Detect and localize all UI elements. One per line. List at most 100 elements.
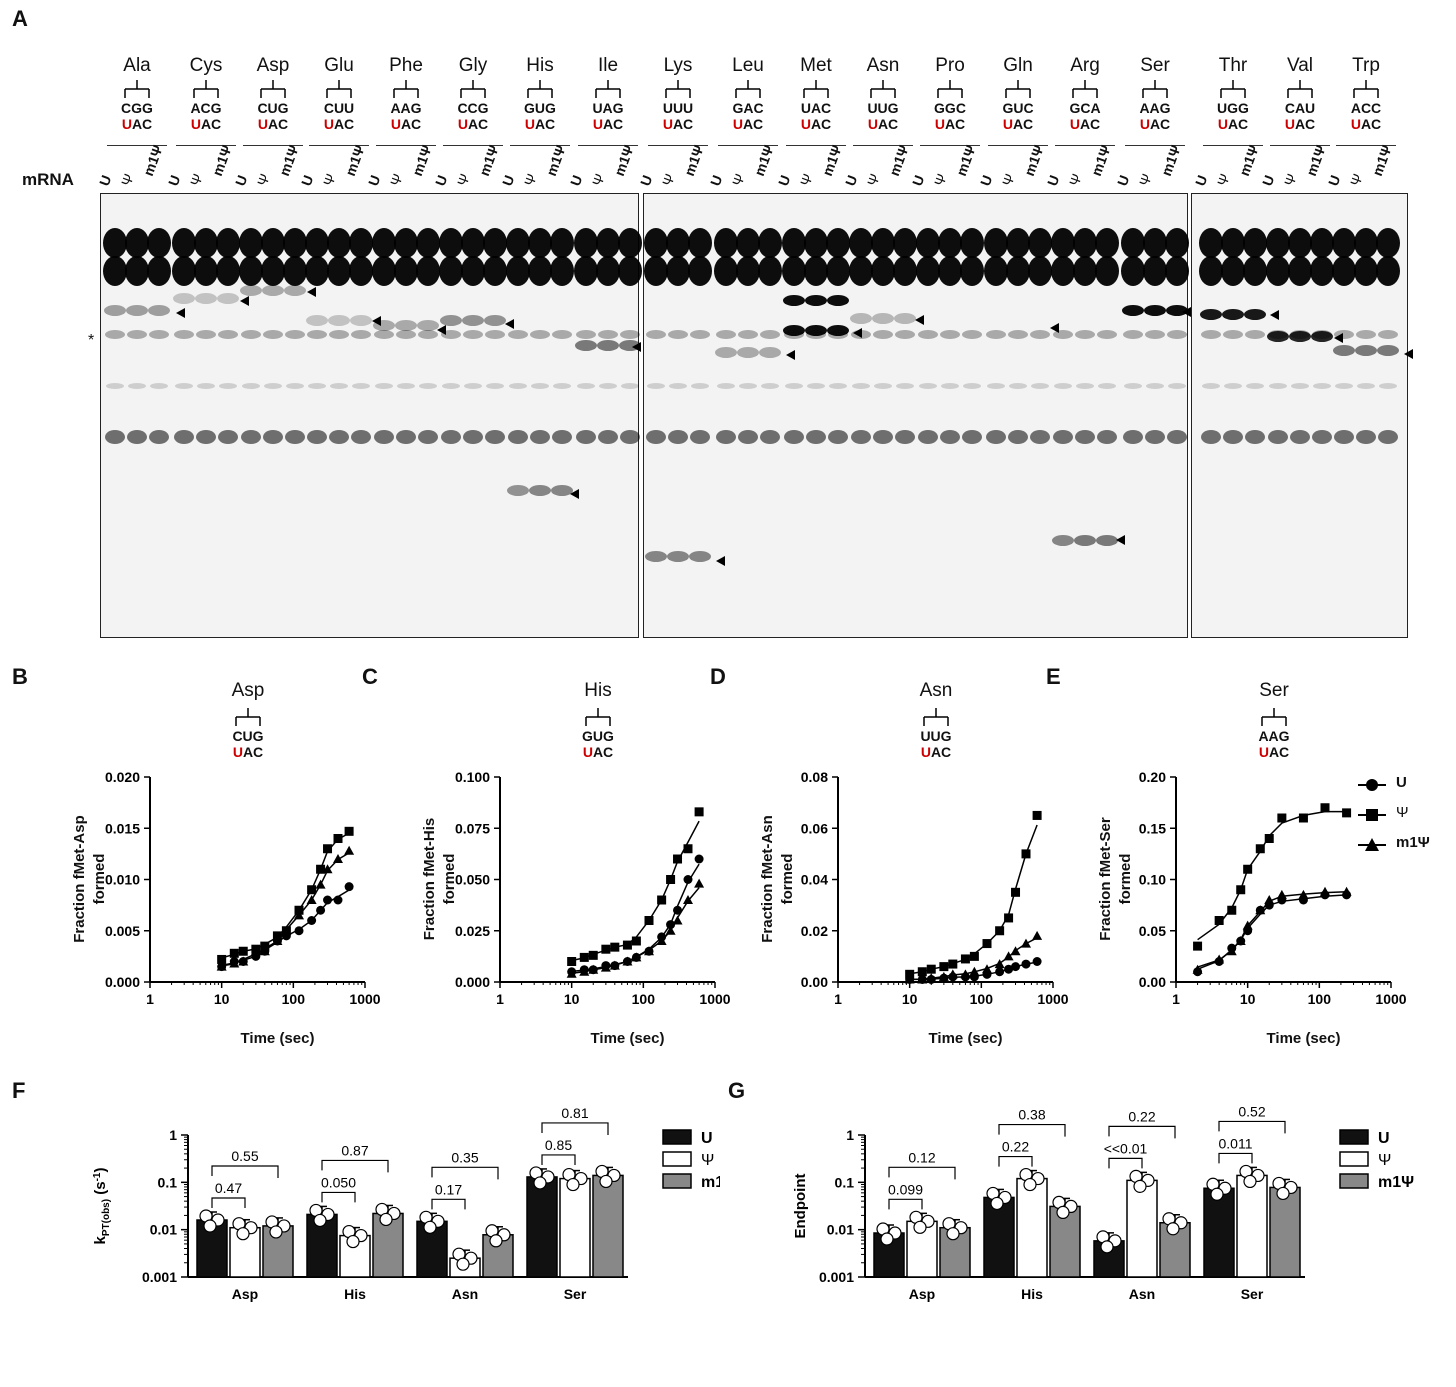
codon-first-base: U — [800, 116, 811, 132]
product-band — [827, 295, 849, 306]
product-band — [1144, 305, 1166, 316]
gel-faint-band — [397, 383, 415, 389]
gel-top-band — [349, 228, 373, 258]
y-tick-label: 0.01 — [827, 1222, 854, 1238]
product-band — [1222, 309, 1244, 320]
gel-top-band — [871, 256, 895, 286]
codon-first-base: U — [190, 116, 201, 132]
gel-mid-band — [1008, 430, 1028, 444]
comparison-bracket — [1218, 1120, 1286, 1134]
lane-label: U — [431, 173, 451, 188]
comparison-bracket — [998, 1155, 1033, 1167]
gel-top-band — [1006, 228, 1030, 258]
lane-label: m1Ψ — [818, 142, 845, 178]
product-band — [1289, 331, 1311, 342]
data-point-psi — [260, 941, 270, 951]
product-band — [1122, 305, 1144, 316]
legend-swatch-u — [662, 1129, 692, 1145]
gel-top-band — [666, 256, 690, 286]
gel-lower-band — [940, 330, 960, 339]
codon-bracket — [393, 80, 419, 98]
gel-top-band — [1310, 256, 1334, 286]
replicate-point — [566, 1177, 580, 1192]
data-point-psi — [1011, 887, 1021, 897]
codon: UAC — [309, 116, 369, 132]
band-arrowhead — [716, 556, 725, 566]
data-point-psi — [316, 864, 326, 874]
gel-faint-band — [647, 383, 665, 389]
y-tick-label: 0.10 — [1139, 872, 1166, 888]
codon: UAC — [988, 116, 1048, 132]
x-category-label: Ser — [564, 1286, 587, 1302]
replicate-point — [456, 1257, 470, 1271]
lane-label: m1Ψ — [275, 142, 302, 178]
kinetics-xlabel: Time (sec) — [1266, 1030, 1341, 1047]
gel-faint-band — [464, 383, 482, 389]
product-band — [1200, 309, 1222, 320]
y-tick-label: 0.000 — [455, 974, 490, 990]
gel-top-band — [596, 228, 620, 258]
gel-top-band — [782, 228, 806, 258]
codon-pair-thr: UGG UAC — [1203, 100, 1263, 132]
lane-label: Ψ — [1346, 171, 1367, 188]
codon: UAC — [1125, 116, 1185, 132]
gel-faint-band — [599, 383, 617, 389]
data-point-m1psi — [588, 964, 599, 974]
lane-label: m1Ψ — [952, 142, 979, 178]
anticodon: UUG — [867, 100, 899, 116]
lane-label: m1Ψ — [1235, 142, 1262, 178]
group-underline — [1203, 145, 1263, 146]
replicate-point — [346, 1234, 360, 1249]
data-point-m1psi — [250, 946, 261, 956]
gel-faint-band — [1031, 383, 1049, 389]
legend-m1psi: m1Ψ — [1396, 834, 1430, 851]
gel-mid-band — [1075, 430, 1095, 444]
gel-top-band — [1354, 256, 1378, 286]
gel-mid-band — [1030, 430, 1050, 444]
gel-top-band — [327, 256, 351, 286]
data-point-u — [316, 905, 326, 915]
gel-faint-band — [691, 383, 709, 389]
product-band — [1096, 535, 1118, 546]
replicate-point — [203, 1219, 217, 1233]
legend-label-psi: Ψ — [701, 1152, 714, 1169]
codon-pair-glu: CUU UAC — [309, 100, 369, 132]
data-point-m1psi — [1341, 886, 1352, 896]
y-tick-label: 0.005 — [105, 923, 140, 939]
x-tick-label: 10 — [902, 991, 918, 1007]
anticodon: CCG — [457, 100, 489, 116]
gel-top-band — [618, 256, 642, 286]
gel-top-band — [1221, 256, 1245, 286]
product-band — [850, 313, 872, 324]
gel-lower-band — [241, 330, 261, 339]
gel-lower-band — [646, 330, 666, 339]
gel-faint-band — [1357, 383, 1375, 389]
product-band — [262, 285, 284, 296]
kinetics-legend-symbols — [1358, 779, 1386, 851]
data-point-psi — [939, 962, 949, 972]
gel-mid-band — [760, 430, 780, 444]
gel-top-band — [1332, 256, 1356, 286]
lane-label: Ψ — [1280, 171, 1301, 188]
gel-top-band — [804, 256, 828, 286]
group-underline — [988, 145, 1048, 146]
gel-top-band — [849, 256, 873, 286]
product-band — [240, 285, 262, 296]
band-arrowhead — [853, 328, 862, 338]
aa-label-phe: Phe — [389, 55, 423, 76]
product-band — [462, 315, 484, 326]
codon-pair-leu: GAC UAC — [718, 100, 778, 132]
product-band — [1052, 535, 1074, 546]
gel-lower-band — [738, 330, 758, 339]
product-band — [148, 305, 170, 316]
legend-swatch-psi — [662, 1151, 692, 1167]
group-underline — [376, 145, 436, 146]
gel-top-band — [984, 256, 1008, 286]
gel-faint-band — [1224, 383, 1242, 389]
lane-label: Ψ — [186, 171, 207, 188]
anticodon: UGG — [1217, 100, 1249, 116]
gel-mid-band — [351, 430, 371, 444]
gel-top-band — [394, 256, 418, 286]
codon-first-base: U — [920, 744, 931, 760]
codon-rest: AC — [131, 116, 153, 132]
